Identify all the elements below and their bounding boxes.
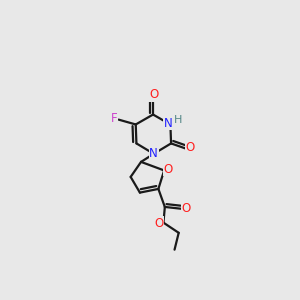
Text: F: F <box>111 112 118 125</box>
Text: N: N <box>164 117 172 130</box>
Text: O: O <box>182 202 191 214</box>
Text: O: O <box>164 163 173 176</box>
Text: N: N <box>149 147 158 160</box>
Text: O: O <box>149 88 158 101</box>
Text: O: O <box>154 217 164 230</box>
Text: O: O <box>186 141 195 154</box>
Text: H: H <box>174 115 182 125</box>
